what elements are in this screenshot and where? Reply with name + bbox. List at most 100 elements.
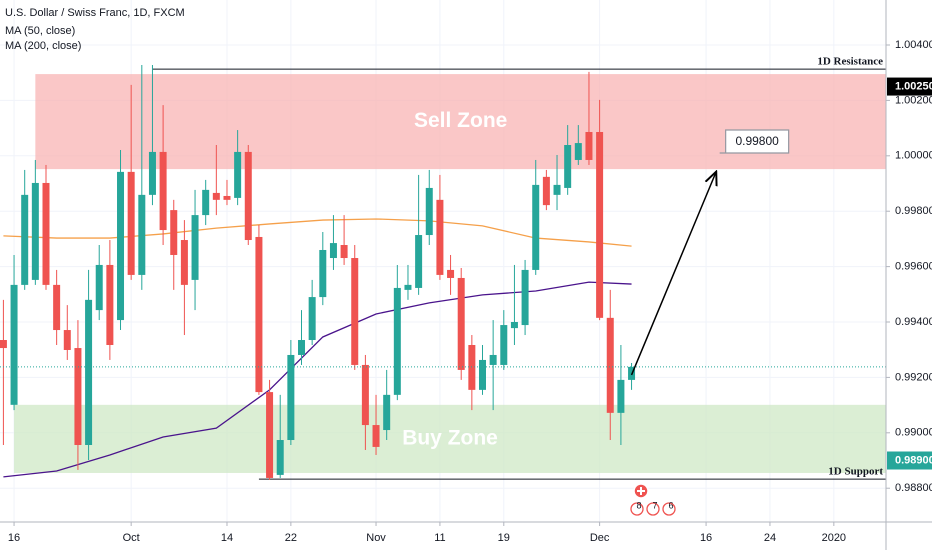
candle-body [276,440,284,475]
candle-body [148,151,156,195]
candle-body [95,264,103,311]
x-tick-label: 22 [285,532,297,544]
event-badge [662,502,676,516]
candle-body [383,394,391,431]
price-tag-label: 1.00250 [895,80,932,92]
candle-body [425,187,433,236]
candle-body [85,299,93,445]
zone-label: Sell Zone [414,109,507,132]
legend-entry: MA (50, close) [5,25,75,37]
x-tick-label: Nov [366,532,386,544]
x-tick-label: 19 [498,532,510,544]
candle-body [180,240,188,285]
y-tick-label: 1.00400 [895,39,932,51]
candle-body [500,325,508,365]
candle-body [63,330,71,350]
candle-body [319,249,327,298]
candle-body [31,182,39,280]
candle-body [10,284,18,405]
candle-body [361,364,369,426]
projection-arrow [630,173,716,376]
candle-body [436,199,444,275]
event-badge [646,502,660,516]
candle-body [266,392,274,478]
candle-body [212,192,220,200]
price-tag [887,451,932,470]
x-tick-label: 2020 [822,532,846,544]
y-tick-label: 1.00200 [895,94,932,106]
axes: 1.00400 1.00200 1.00000 0.99800 0.99600 0.994… [8,39,932,544]
candle-body [106,264,114,345]
event-count: 7 [652,500,657,510]
candle-body [532,184,540,270]
y-tick-label: 0.99800 [895,205,932,217]
candle-body [74,348,82,445]
chart-title: U.S. Dollar / Swiss Franc, 1D, FXCM [5,7,185,19]
candle-body [53,284,61,331]
zone-label: Buy Zone [402,426,498,449]
candle-body [340,245,348,259]
event-count: 6 [668,500,673,510]
candle-body [329,243,337,259]
candle-body [510,322,518,329]
candle-body [298,340,306,355]
candle-body [244,151,252,241]
candle-body [415,235,423,288]
plot: 0.99800 8 7 6 [0,64,886,516]
candle-body [606,317,614,413]
x-tick-label: 24 [764,532,776,544]
candle-body [404,284,412,290]
event-count: 8 [636,500,641,510]
x-tick-label: Dec [590,532,610,544]
y-tick-label: 0.99400 [895,316,932,328]
moving-average [3,281,632,478]
candle-body [457,277,465,370]
candle-body [287,354,295,441]
candle-body [489,354,497,365]
event-icon [633,483,649,499]
candle-body [21,194,29,285]
candle-body [351,258,359,365]
candle-body [223,195,231,200]
candle-body [596,131,604,318]
y-tick-label: 0.98800 [895,482,932,494]
candle-body [191,215,199,280]
x-tick-label: Oct [123,532,140,544]
zones: Sell Zone Buy Zone 1D Resistance 1D Support [14,56,887,480]
candle-body [117,171,125,321]
candle-body [617,379,625,413]
callout-box [719,129,790,154]
x-tick-label: 16 [700,532,712,544]
legend-entry: MA (200, close) [5,40,81,52]
candle-body [42,182,50,285]
candle-body [372,425,380,447]
candle-body [308,297,316,341]
y-tick-label: 0.99000 [895,427,932,439]
candle-body [447,269,455,278]
candle-body [234,151,242,198]
event-plus [637,487,645,495]
candle-body [521,269,529,326]
candle-body [170,210,178,255]
candle-body [564,145,572,188]
price-tag-label: 0.98900 [895,454,932,466]
candle-body [202,189,210,216]
candle-body [468,344,476,390]
candle-body [478,359,486,390]
candle-body [585,131,593,160]
level-label: 1D Resistance [817,56,883,68]
candle-body [542,176,550,206]
candle-body [127,171,135,275]
candle-body [574,143,582,160]
price-tag [887,77,932,96]
candle-body [138,194,146,275]
y-tick-label: 1.00000 [895,150,932,162]
candle-body [553,184,561,195]
candle-body [0,340,7,349]
y-tick-label: 0.99600 [895,261,932,273]
callout-label: 0.99800 [735,134,779,148]
level-label: 1D Support [828,466,883,478]
candle-body [159,151,167,231]
x-tick-label: 11 [434,532,445,544]
